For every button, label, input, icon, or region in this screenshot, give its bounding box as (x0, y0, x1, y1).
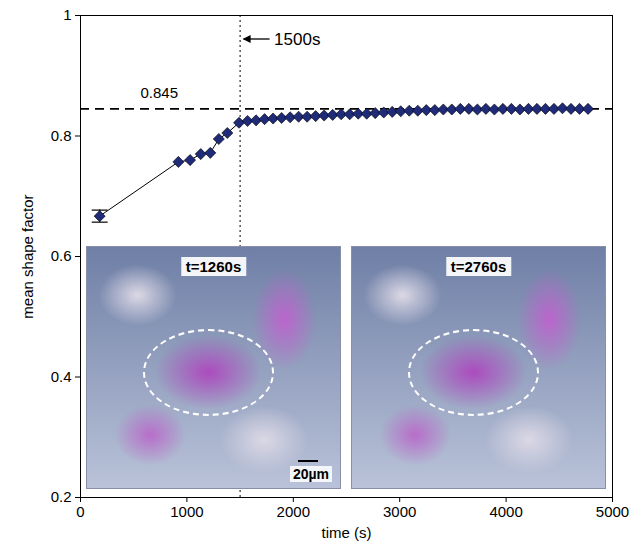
svg-text:0: 0 (76, 503, 84, 520)
svg-text:time (s): time (s) (322, 524, 372, 541)
html-text:t=2760s: t=2760s (450, 258, 507, 275)
svg-text:mean shape factor: mean shape factor (19, 194, 36, 318)
html-text:20µm: 20µm (292, 466, 329, 482)
svg-text:1500s: 1500s (274, 30, 320, 49)
svg-text:4000: 4000 (489, 503, 522, 520)
svg-text:3000: 3000 (383, 503, 416, 520)
svg-text:5000: 5000 (596, 503, 629, 520)
svg-text:0.4: 0.4 (51, 368, 72, 385)
svg-text:1: 1 (63, 6, 71, 23)
svg-text:0.845: 0.845 (141, 84, 179, 101)
svg-text:0.8: 0.8 (51, 127, 72, 144)
svg-text:2000: 2000 (277, 503, 310, 520)
svg-text:0.6: 0.6 (51, 247, 72, 264)
html-text:t=1260s: t=1260s (185, 258, 242, 275)
svg-text:1000: 1000 (170, 503, 203, 520)
svg-text:0.2: 0.2 (51, 488, 72, 505)
